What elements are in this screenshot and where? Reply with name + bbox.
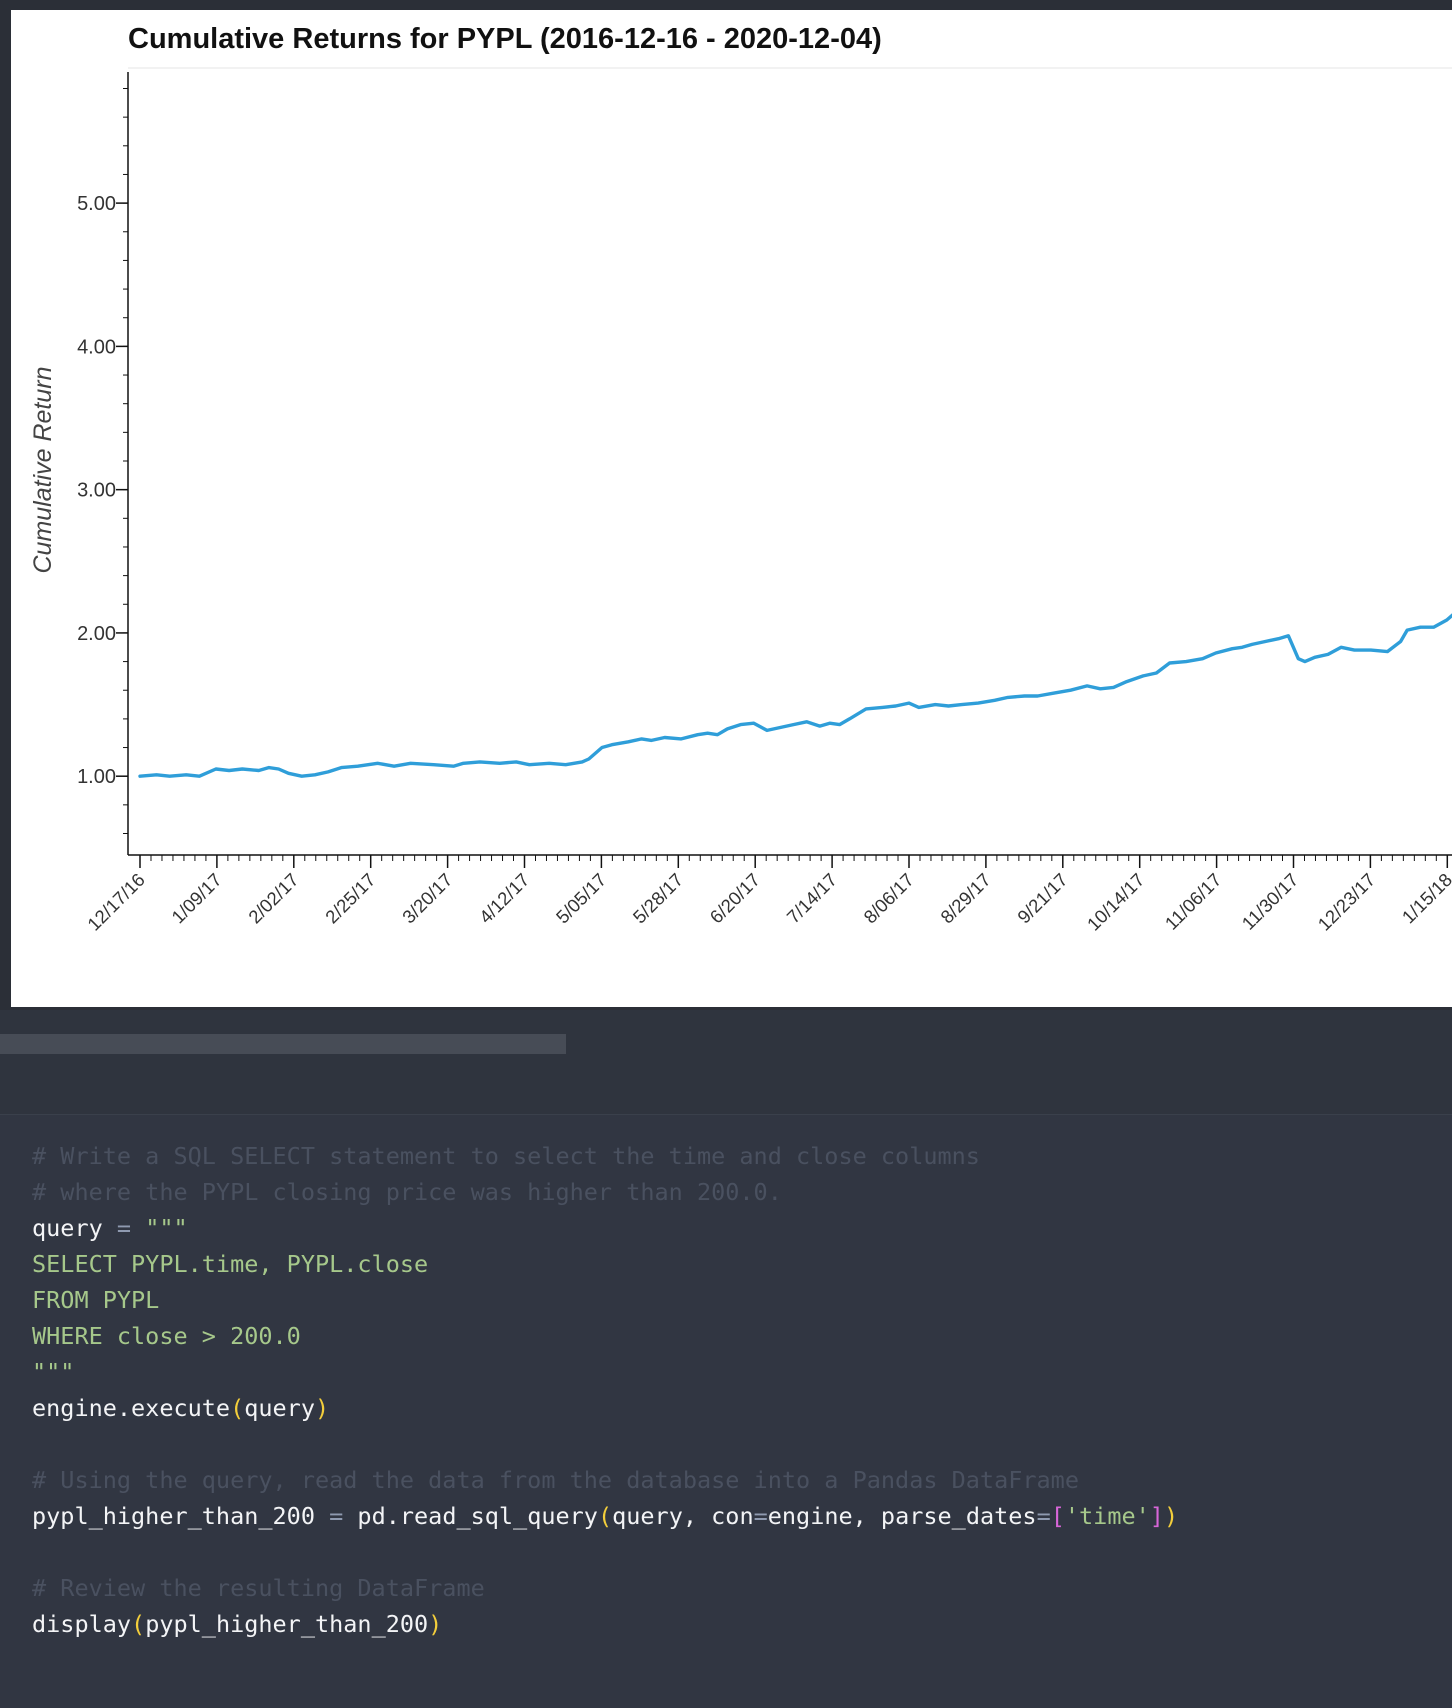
code-token: = — [116, 1214, 132, 1242]
x-tick-label: 5/28/17 — [629, 869, 688, 928]
x-tick-label: 2/02/17 — [244, 869, 303, 928]
code-line: engine.execute(query) — [32, 1390, 1178, 1426]
code-line — [32, 1534, 1178, 1570]
code-line: query = """ — [32, 1210, 1178, 1246]
y-tick-label: 3.00 — [77, 480, 116, 502]
x-tick-label: 11/30/17 — [1238, 869, 1303, 934]
code-token: ( — [230, 1394, 245, 1422]
y-tick-label: 1.00 — [77, 766, 116, 788]
code-token: SELECT PYPL.time, PYPL.close — [32, 1250, 429, 1278]
x-tick-label: 3/20/17 — [398, 869, 457, 928]
code-line: # Write a SQL SELECT statement to select… — [32, 1138, 1178, 1174]
code-token: ) — [428, 1610, 443, 1638]
x-tick-label: 5/05/17 — [552, 869, 611, 928]
code-line — [32, 1426, 1178, 1462]
x-tick-label: 12/23/17 — [1313, 869, 1379, 935]
code-token: WHERE close > 200.0 — [32, 1322, 301, 1350]
cumulative-returns-chart: Cumulative Returns for PYPL (2016-12-16 … — [29, 23, 1452, 935]
x-tick-label: 12/17/16 — [83, 869, 149, 935]
x-tick-label: 9/21/17 — [1013, 869, 1072, 928]
code-line: pypl_higher_than_200 = pd.read_sql_query… — [32, 1498, 1178, 1534]
x-tick-label: 8/06/17 — [859, 869, 918, 928]
code-line: WHERE close > 200.0 — [32, 1318, 1178, 1354]
code-line: SELECT PYPL.time, PYPL.close — [32, 1246, 1178, 1282]
x-tick-label: 1/15/18 — [1398, 869, 1452, 928]
code-comment: # Using the query, read the data from th… — [32, 1466, 1079, 1494]
code-line: # where the PYPL closing price was highe… — [32, 1174, 1178, 1210]
y-tick-label: 5.00 — [77, 193, 116, 215]
code-token: FROM PYPL — [32, 1286, 160, 1314]
y-tick-label: 4.00 — [77, 336, 116, 358]
x-tick-label: 8/29/17 — [936, 869, 995, 928]
code-token: = — [1036, 1502, 1051, 1530]
code-token: ( — [131, 1610, 146, 1638]
x-tick-label: 7/14/17 — [782, 869, 841, 928]
x-tick-label: 1/09/17 — [167, 869, 226, 928]
code-token: engine, parse_dates — [767, 1502, 1037, 1530]
x-tick-label: 4/12/17 — [475, 869, 534, 928]
code-token: query — [244, 1394, 315, 1422]
code-token: ] — [1149, 1502, 1164, 1530]
code-token: pd.read_sql_query — [343, 1502, 598, 1530]
code-token: query, con — [612, 1502, 754, 1530]
code-token: """ — [131, 1214, 188, 1242]
code-token: display — [32, 1610, 132, 1638]
code-token: query — [32, 1214, 117, 1242]
horizontal-scrollbar[interactable] — [0, 1034, 1452, 1054]
x-tick-label: 6/20/17 — [706, 869, 765, 928]
y-axis-label: Cumulative Return — [29, 366, 57, 573]
code-token: [ — [1050, 1502, 1065, 1530]
plot-panel: Cumulative Returns for PYPL (2016-12-16 … — [11, 10, 1452, 1007]
code-token: engine.execute — [32, 1394, 231, 1422]
code-token: pypl_higher_than_200 — [32, 1502, 330, 1530]
code-token: 'time' — [1064, 1502, 1150, 1530]
code-line: display(pypl_higher_than_200) — [32, 1606, 1178, 1642]
x-tick-label: 11/06/17 — [1161, 869, 1226, 934]
code-token: = — [753, 1502, 768, 1530]
cell-output-area: Cumulative Returns for PYPL (2016-12-16 … — [11, 10, 1452, 1007]
code-token: ( — [597, 1502, 613, 1530]
cell-divider — [0, 1114, 1452, 1115]
code-comment: # Write a SQL SELECT statement to select… — [32, 1142, 980, 1170]
cumulative-return-line — [138, 613, 1452, 778]
code-token: ) — [314, 1394, 330, 1422]
horizontal-scrollbar-thumb[interactable] — [0, 1034, 566, 1054]
chart-title: Cumulative Returns for PYPL (2016-12-16 … — [128, 23, 882, 55]
code-line: # Using the query, read the data from th… — [32, 1462, 1178, 1498]
code-token: pypl_higher_than_200 — [145, 1610, 429, 1638]
code-line: # Review the resulting DataFrame — [32, 1570, 1178, 1606]
code-editor[interactable]: # Write a SQL SELECT statement to select… — [32, 1138, 1178, 1642]
x-tick-label: 10/14/17 — [1083, 869, 1149, 935]
code-comment: # where the PYPL closing price was highe… — [32, 1178, 782, 1206]
code-line: """ — [32, 1354, 1178, 1390]
code-comment: # Review the resulting DataFrame — [32, 1574, 485, 1602]
code-token: """ — [32, 1358, 75, 1386]
code-line: FROM PYPL — [32, 1282, 1178, 1318]
x-tick-label: 2/25/17 — [321, 869, 380, 928]
code-cell[interactable]: # Write a SQL SELECT statement to select… — [0, 1115, 1452, 1708]
y-tick-label: 2.00 — [77, 623, 116, 645]
code-token: ) — [1163, 1502, 1179, 1530]
code-token: = — [329, 1502, 344, 1530]
